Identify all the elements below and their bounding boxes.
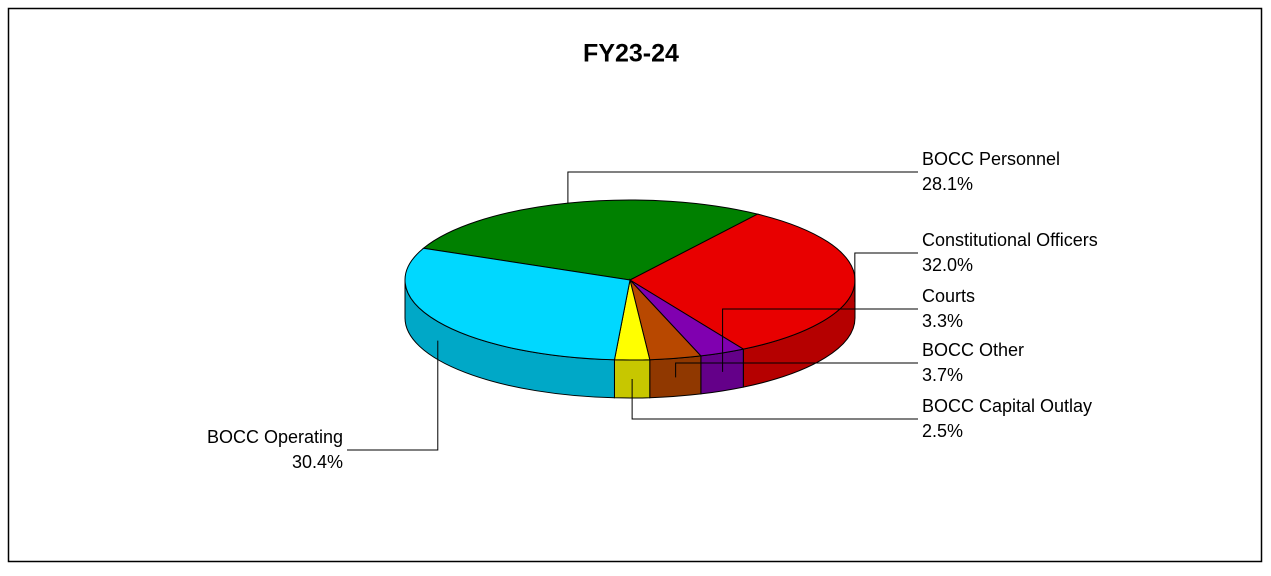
slice-label: BOCC Personnel: [922, 149, 1060, 169]
pie-tops: [404, 199, 856, 361]
slice-value-label: 3.7%: [922, 365, 963, 385]
leader-line: [722, 308, 918, 372]
slice-label: Courts: [922, 286, 975, 306]
leader-line: [347, 340, 439, 451]
slice-label: BOCC Operating: [207, 427, 343, 447]
pie-slice: [404, 247, 631, 361]
slice-value-label: 32.0%: [922, 255, 973, 275]
slice-label: Constitutional Officers: [922, 230, 1098, 250]
slice-value-label: 3.3%: [922, 311, 963, 331]
chart-title: FY23-24: [583, 40, 679, 68]
slice-label: BOCC Capital Outlay: [922, 396, 1092, 416]
slice-value-label: 28.1%: [922, 174, 973, 194]
leader-line: [675, 362, 918, 378]
slice-label: BOCC Other: [922, 340, 1024, 360]
leader-line: [567, 171, 918, 204]
slice-value-label: 2.5%: [922, 421, 963, 441]
leader-line: [854, 252, 918, 303]
leader-line: [631, 378, 918, 420]
slice-value-label: 30.4%: [292, 452, 343, 472]
